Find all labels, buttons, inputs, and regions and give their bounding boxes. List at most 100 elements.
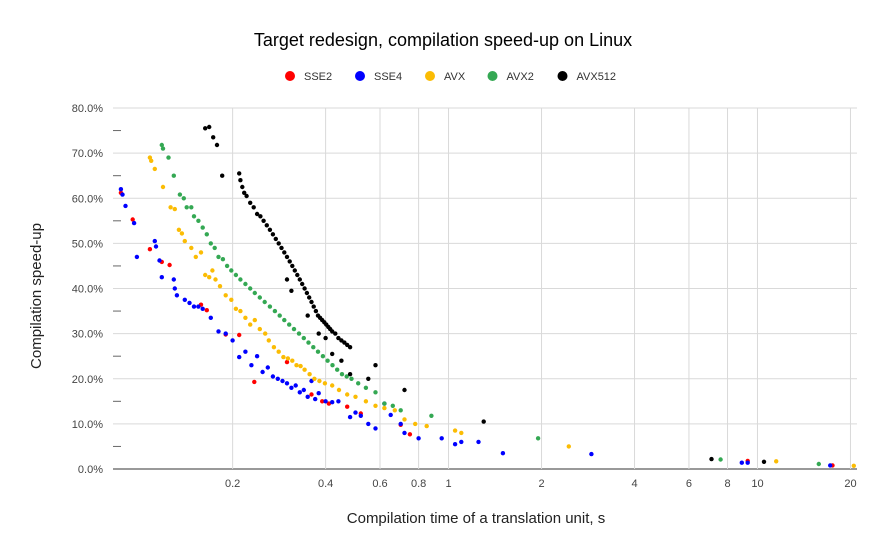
chart-title: Target redesign, compilation speed-up on… xyxy=(254,30,632,50)
data-point xyxy=(149,158,154,163)
data-point xyxy=(306,340,311,345)
legend: SSE2 SSE4 AVX AVX2 AVX512 xyxy=(285,71,616,83)
data-point xyxy=(176,227,182,232)
data-point xyxy=(257,295,262,300)
data-point xyxy=(200,225,205,230)
data-point xyxy=(182,238,187,244)
data-point xyxy=(476,439,481,445)
data-point xyxy=(254,354,260,359)
data-point xyxy=(123,203,128,209)
data-point xyxy=(280,378,285,384)
data-point xyxy=(304,290,310,296)
data-point xyxy=(298,363,303,369)
data-point xyxy=(452,428,458,433)
data-point xyxy=(301,335,306,341)
data-point xyxy=(290,263,295,269)
x-tick-label: 1 xyxy=(445,478,451,490)
data-point xyxy=(262,299,267,305)
data-point xyxy=(330,351,335,357)
data-point xyxy=(459,439,464,445)
data-point xyxy=(179,231,185,236)
data-point xyxy=(276,349,281,354)
data-point xyxy=(224,263,230,269)
data-point xyxy=(363,399,369,404)
data-point xyxy=(284,277,290,282)
data-point xyxy=(373,390,378,395)
data-point xyxy=(347,414,353,420)
data-point xyxy=(281,354,286,360)
data-point xyxy=(289,385,294,390)
data-point xyxy=(266,338,271,343)
data-point xyxy=(203,126,208,131)
data-point xyxy=(223,331,228,336)
y-tick-label: 50.0% xyxy=(72,238,103,250)
data-point xyxy=(366,376,371,381)
data-point xyxy=(271,345,277,350)
data-point xyxy=(230,338,235,343)
data-point xyxy=(287,322,292,327)
data-point xyxy=(382,405,387,411)
data-point xyxy=(589,451,594,457)
data-point xyxy=(500,451,506,456)
data-point xyxy=(193,254,198,260)
data-point xyxy=(296,331,302,336)
data-point xyxy=(160,146,166,151)
data-point xyxy=(254,211,260,217)
data-point xyxy=(301,387,306,393)
data-point xyxy=(238,277,243,282)
data-point xyxy=(297,277,302,282)
data-point xyxy=(424,423,429,429)
data-point xyxy=(311,345,316,350)
data-point xyxy=(709,456,714,462)
data-point xyxy=(302,367,307,372)
data-point xyxy=(315,349,321,354)
data-point xyxy=(279,245,284,251)
data-point xyxy=(196,304,201,309)
x-tick-label: 2 xyxy=(538,478,544,490)
data-point xyxy=(339,358,344,363)
data-point xyxy=(284,381,290,386)
data-point xyxy=(325,358,330,363)
data-point xyxy=(718,457,723,462)
legend-marker xyxy=(487,71,498,81)
data-point xyxy=(392,408,397,413)
x-tick-label: 8 xyxy=(724,478,730,490)
data-point xyxy=(358,413,363,418)
data-point xyxy=(439,436,444,441)
gridlines xyxy=(113,107,857,470)
y-axis-ticks: 0.0% 10.0% 20.0% 30.0% 40.0% 50.0% 60.0% 70.0% 8… xyxy=(72,103,103,476)
data-point xyxy=(311,304,316,309)
data-point xyxy=(204,308,209,313)
data-point xyxy=(208,241,213,246)
data-points xyxy=(118,124,856,468)
data-point xyxy=(297,390,302,395)
data-point xyxy=(213,277,218,282)
data-point xyxy=(312,376,317,381)
data-point xyxy=(402,417,407,422)
data-point xyxy=(270,232,276,237)
data-point xyxy=(373,426,378,431)
data-point xyxy=(238,308,243,314)
data-point xyxy=(168,205,173,210)
data-point xyxy=(118,187,124,192)
data-point xyxy=(216,254,221,260)
data-point xyxy=(349,376,354,381)
data-point xyxy=(388,412,393,418)
data-point xyxy=(745,460,750,465)
data-point xyxy=(429,413,434,418)
data-point xyxy=(174,293,180,298)
data-point xyxy=(237,171,242,176)
data-point xyxy=(189,205,194,210)
data-point xyxy=(216,329,221,334)
data-point xyxy=(130,217,135,222)
legend-marker xyxy=(557,71,568,81)
data-point xyxy=(270,374,276,379)
data-point xyxy=(305,394,310,399)
data-point xyxy=(309,392,314,397)
data-point xyxy=(211,135,216,140)
data-point xyxy=(347,372,353,377)
data-point xyxy=(196,218,201,223)
data-point xyxy=(182,297,187,302)
data-point xyxy=(243,315,248,320)
data-point xyxy=(248,200,253,205)
